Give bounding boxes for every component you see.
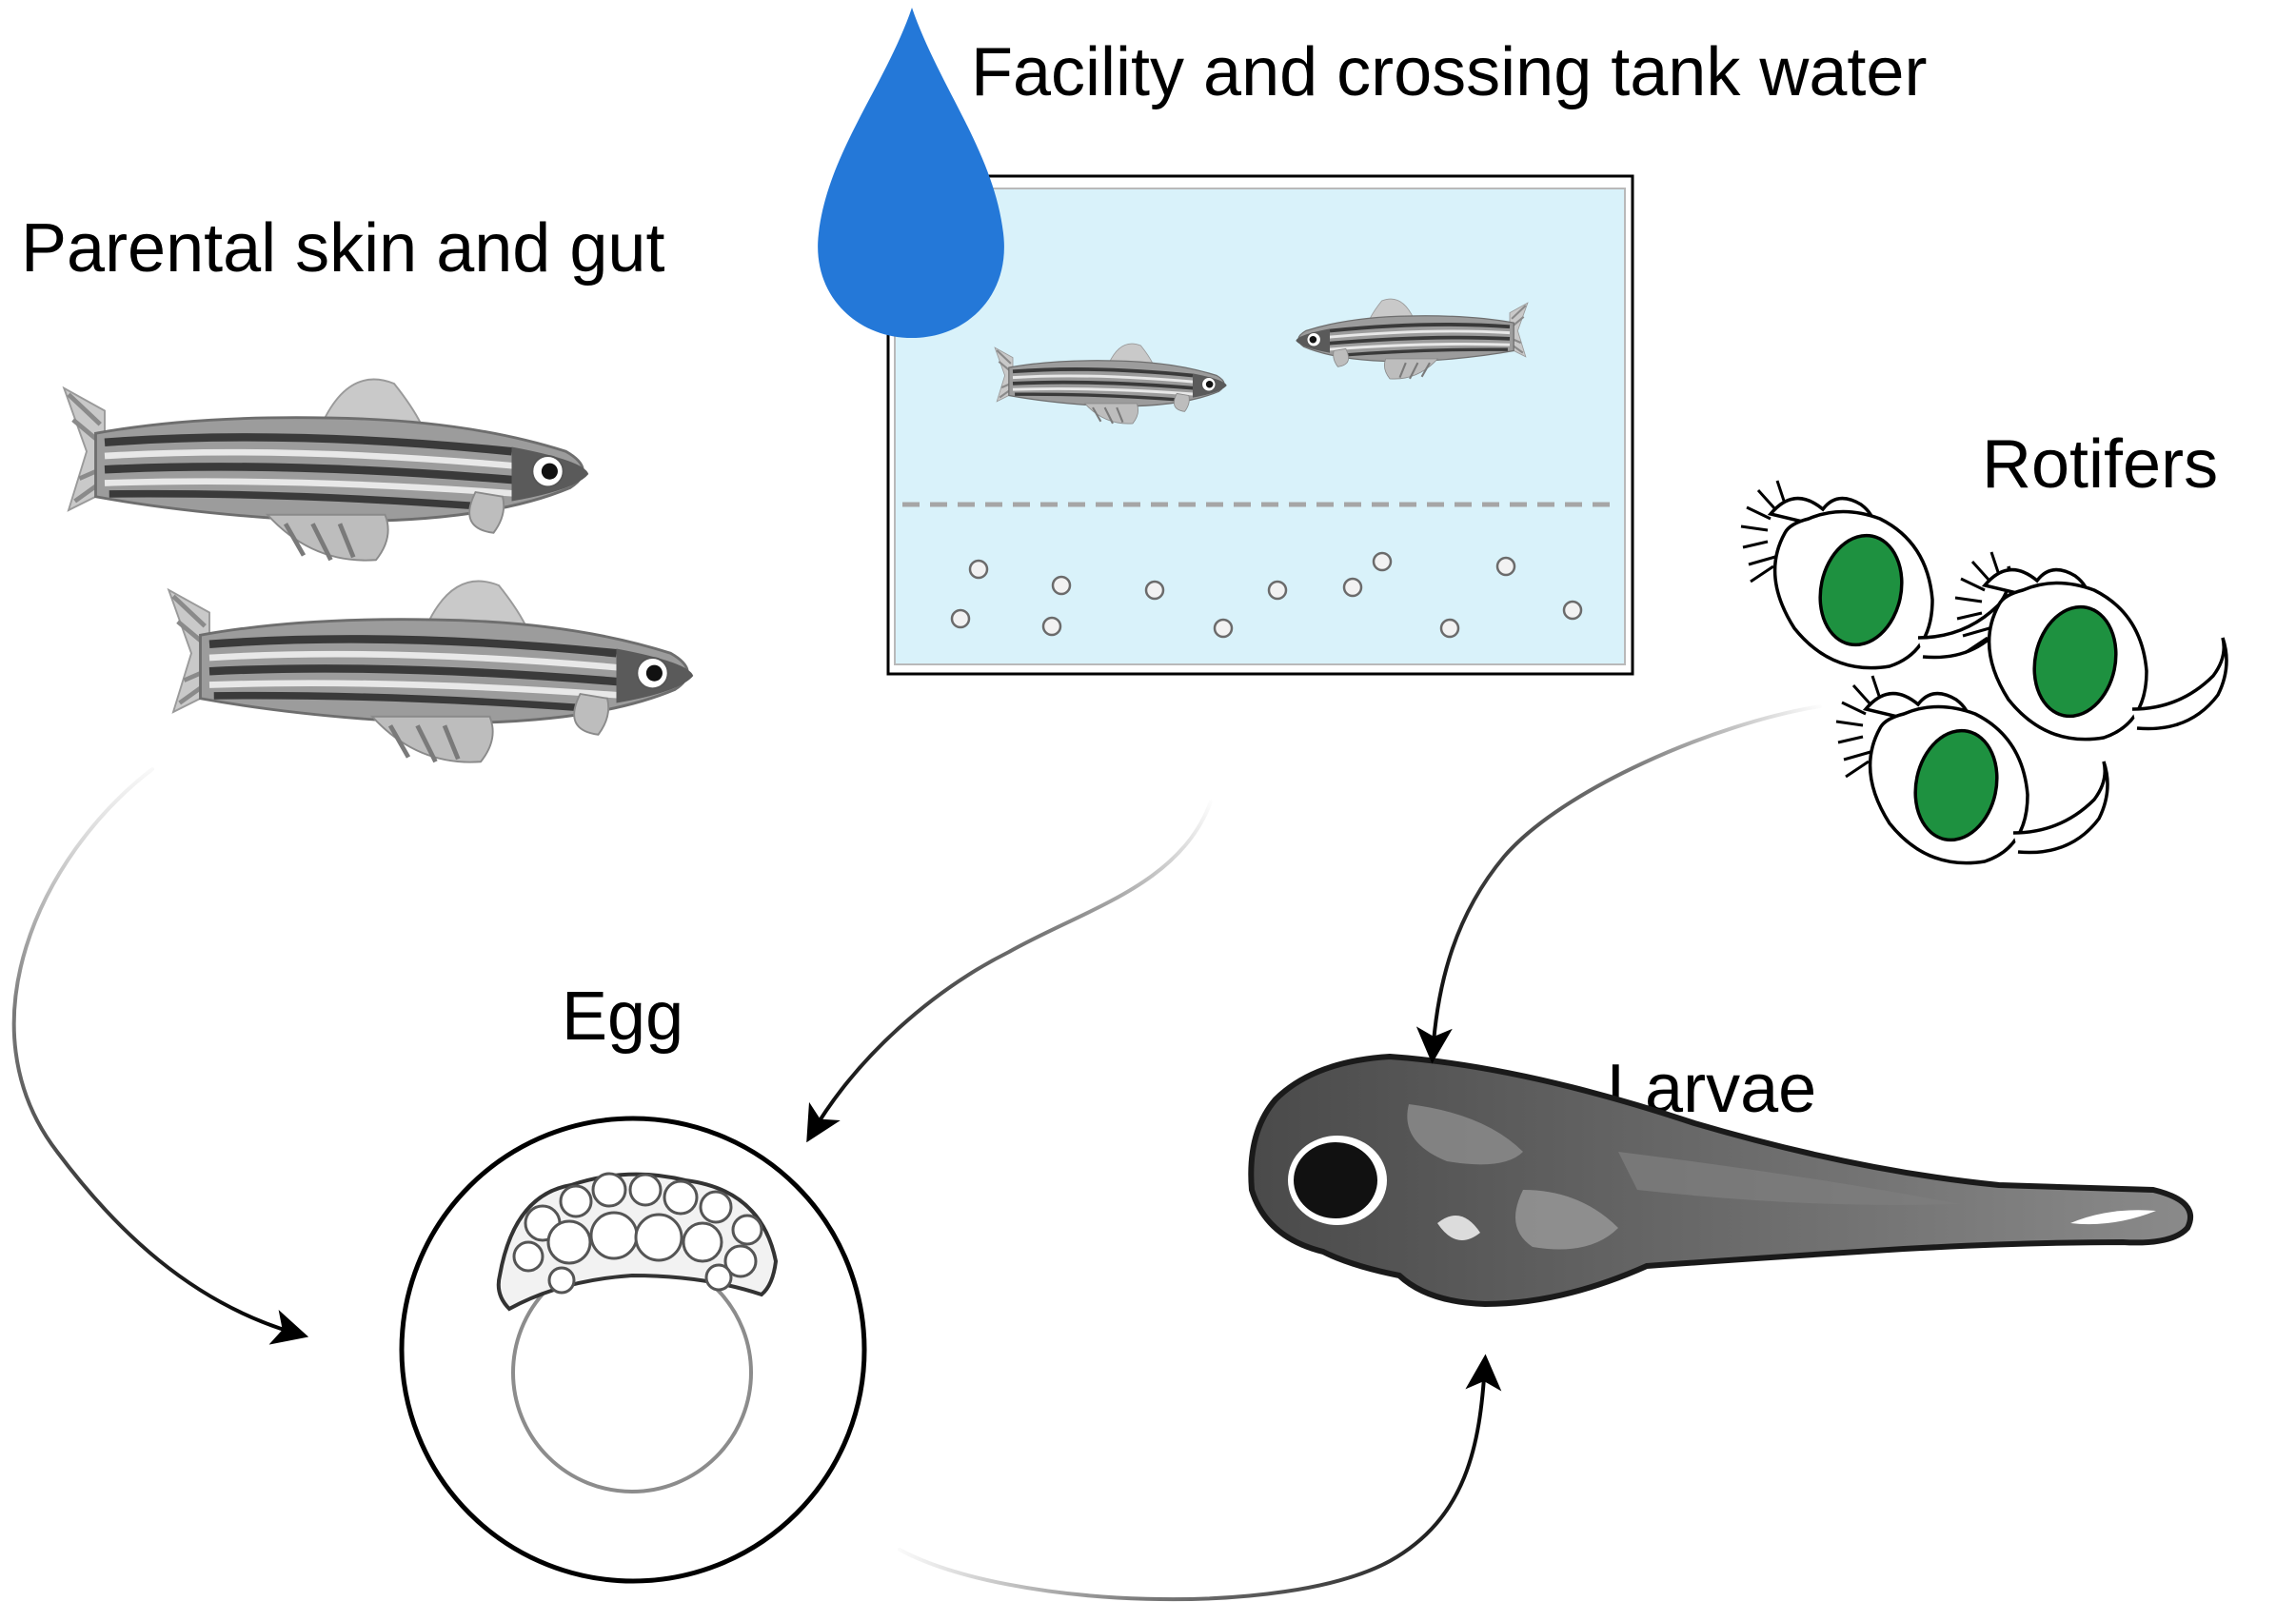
tank-eggs xyxy=(950,551,1583,639)
egg-label: Egg xyxy=(562,979,683,1055)
egg-icon xyxy=(399,1116,867,1584)
water-source-label: Facility and crossing tank water xyxy=(971,34,1927,110)
parent-fish-top xyxy=(64,380,588,561)
rotifer-icon-2 xyxy=(1953,550,2228,742)
arrow-rotifers-to-larva xyxy=(1415,704,1822,1064)
rotifer-icon-1 xyxy=(1739,479,2014,670)
flow-arrows xyxy=(11,704,1822,1602)
water-drop-icon xyxy=(818,8,1004,338)
crossing-tank-icon xyxy=(886,174,1634,676)
arrow-parents-to-egg xyxy=(11,767,309,1345)
rotifers-label: Rotifers xyxy=(1982,426,2218,503)
arrow-tank-to-egg xyxy=(806,800,1213,1143)
parental-source-label: Parental skin and gut xyxy=(21,210,664,287)
parent-fish-bottom xyxy=(168,582,693,762)
larva-icon xyxy=(1248,1053,2194,1308)
arrow-egg-to-larva xyxy=(898,1354,1502,1602)
